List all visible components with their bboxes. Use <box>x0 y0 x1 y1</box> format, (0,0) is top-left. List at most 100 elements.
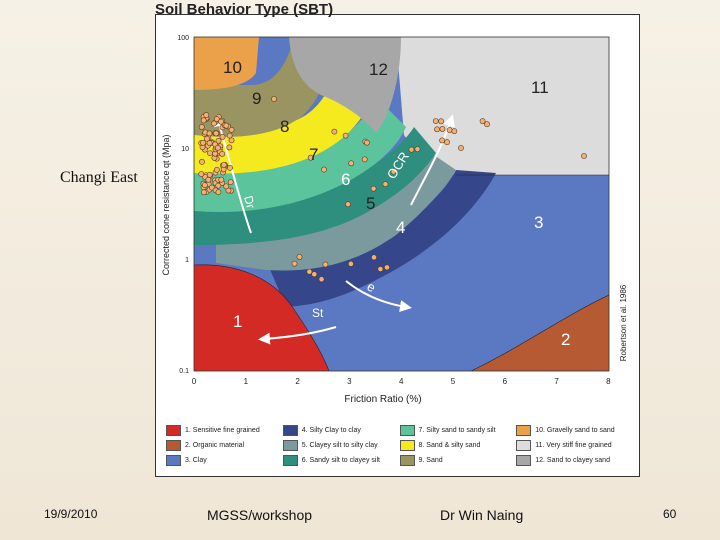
legend-item-zone-4: 4. Silty Clay to clay <box>282 423 398 438</box>
data-point <box>218 176 225 183</box>
legend-swatch <box>399 440 415 451</box>
legend-label: 8. Sand & silty sand <box>418 442 481 449</box>
legend-swatch <box>282 440 298 451</box>
page-number: 60 <box>663 507 677 521</box>
legend-label: 3. Clay <box>185 457 207 464</box>
data-point <box>223 122 230 129</box>
data-point <box>271 96 277 102</box>
data-point <box>306 268 313 275</box>
legend-label: 2. Organic material <box>185 442 245 449</box>
data-point <box>206 140 213 146</box>
data-point <box>291 260 298 267</box>
data-point <box>484 121 490 128</box>
x-tick-label: 6 <box>503 377 508 386</box>
data-point <box>318 276 325 283</box>
x-tick-label: 8 <box>606 377 611 386</box>
data-point <box>200 139 206 146</box>
data-point <box>215 137 222 144</box>
data-point <box>446 127 453 133</box>
data-point <box>211 120 217 127</box>
legend-swatch <box>166 440 181 451</box>
footer-author: Dr Win Naing <box>440 507 524 523</box>
data-point <box>382 181 389 188</box>
legend-item-zone-3: 3. Clay <box>166 453 281 468</box>
x-tick-label: 3 <box>347 377 352 386</box>
data-point <box>223 183 230 190</box>
y-axis-label: Corrected cone resistance qt (Mpa) <box>161 134 171 275</box>
zone-8 <box>194 75 371 174</box>
legend-item-zone-10: 10. Gravelly sand to sand <box>516 423 631 438</box>
y-tick-label: 100 <box>177 35 189 42</box>
cpt-data-points <box>198 96 587 283</box>
y-tick-label: 0.1 <box>179 368 189 375</box>
zone-5 <box>216 153 456 271</box>
data-point <box>213 116 220 122</box>
zone-10 <box>194 37 259 90</box>
legend-item-zone-6: 6. Sandy silt to clayey silt <box>282 453 398 468</box>
legend-item-zone-2: 2. Organic material <box>166 438 281 453</box>
legend-item-zone-5: 5. Clayey silt to silty clay <box>282 438 398 453</box>
legend-item-zone-1: 1. Sensitive fine grained <box>166 423 281 438</box>
x-tick-label: 2 <box>295 377 300 386</box>
data-point <box>198 171 205 177</box>
trend-label-st: St <box>312 306 324 320</box>
legend-swatch <box>399 455 415 466</box>
data-point <box>439 126 446 132</box>
legend-item-zone-8: 8. Sand & silty sand <box>399 438 515 453</box>
data-point <box>361 156 368 163</box>
legend-label: 10. Gravelly sand to sand <box>535 427 615 434</box>
data-point <box>226 132 233 139</box>
data-point <box>203 112 210 118</box>
zone-legend: 1. Sensitive fine grained 4. Silty Clay t… <box>166 423 631 469</box>
data-point <box>414 146 421 153</box>
data-point <box>408 146 415 153</box>
x-tick-label: 4 <box>399 377 404 386</box>
legend-label: 7. Silty sand to sandy silt <box>418 427 496 434</box>
data-point <box>214 166 220 173</box>
data-point <box>200 189 207 196</box>
data-point <box>215 182 222 189</box>
legend-swatch <box>282 425 298 436</box>
legend-item-zone-7: 7. Silty sand to sandy silt <box>399 423 515 438</box>
data-point <box>311 271 318 278</box>
zone-number-1: 1 <box>233 312 242 331</box>
zone-number-3: 3 <box>534 213 543 232</box>
data-point <box>207 150 213 156</box>
data-point <box>199 158 205 165</box>
legend-swatch <box>166 455 181 466</box>
zone-number-10: 10 <box>223 58 242 77</box>
zone-7 <box>194 97 406 212</box>
data-point <box>377 266 384 272</box>
data-point <box>458 145 464 151</box>
data-point <box>384 264 390 271</box>
legend-label: 12. Sand to clayey sand <box>535 457 610 464</box>
legend-label: 9. Sand <box>418 457 443 464</box>
zone-number-7: 7 <box>309 145 318 164</box>
x-tick-label: 0 <box>192 377 197 386</box>
credit-label: Robertson et al. 1986 <box>619 284 628 361</box>
legend-label: 6. Sandy silt to clayey silt <box>301 457 380 464</box>
legend-swatch <box>516 455 532 466</box>
zone-number-4: 4 <box>396 218 405 237</box>
data-point <box>219 134 226 140</box>
legend-item-zone-12: 12. Sand to clayey sand <box>516 453 631 468</box>
data-point <box>198 124 205 130</box>
data-point <box>581 153 587 159</box>
zone-number-5: 5 <box>366 194 375 213</box>
legend-swatch <box>166 425 181 436</box>
x-tick-label: 5 <box>451 377 456 386</box>
legend-label: 11. Very stiff fine grained <box>535 442 612 449</box>
data-point <box>201 182 208 189</box>
site-label: Changi East <box>60 169 138 186</box>
footer-event: MGSS/workshop <box>207 507 313 523</box>
data-point <box>479 118 486 125</box>
y-tick-label: 1 <box>185 257 189 264</box>
data-point <box>342 132 349 139</box>
data-point <box>432 118 439 125</box>
data-point <box>348 260 354 267</box>
data-point <box>390 168 397 175</box>
zone-number-11: 11 <box>531 78 549 97</box>
data-point <box>331 128 338 135</box>
zone-6 <box>194 127 436 245</box>
